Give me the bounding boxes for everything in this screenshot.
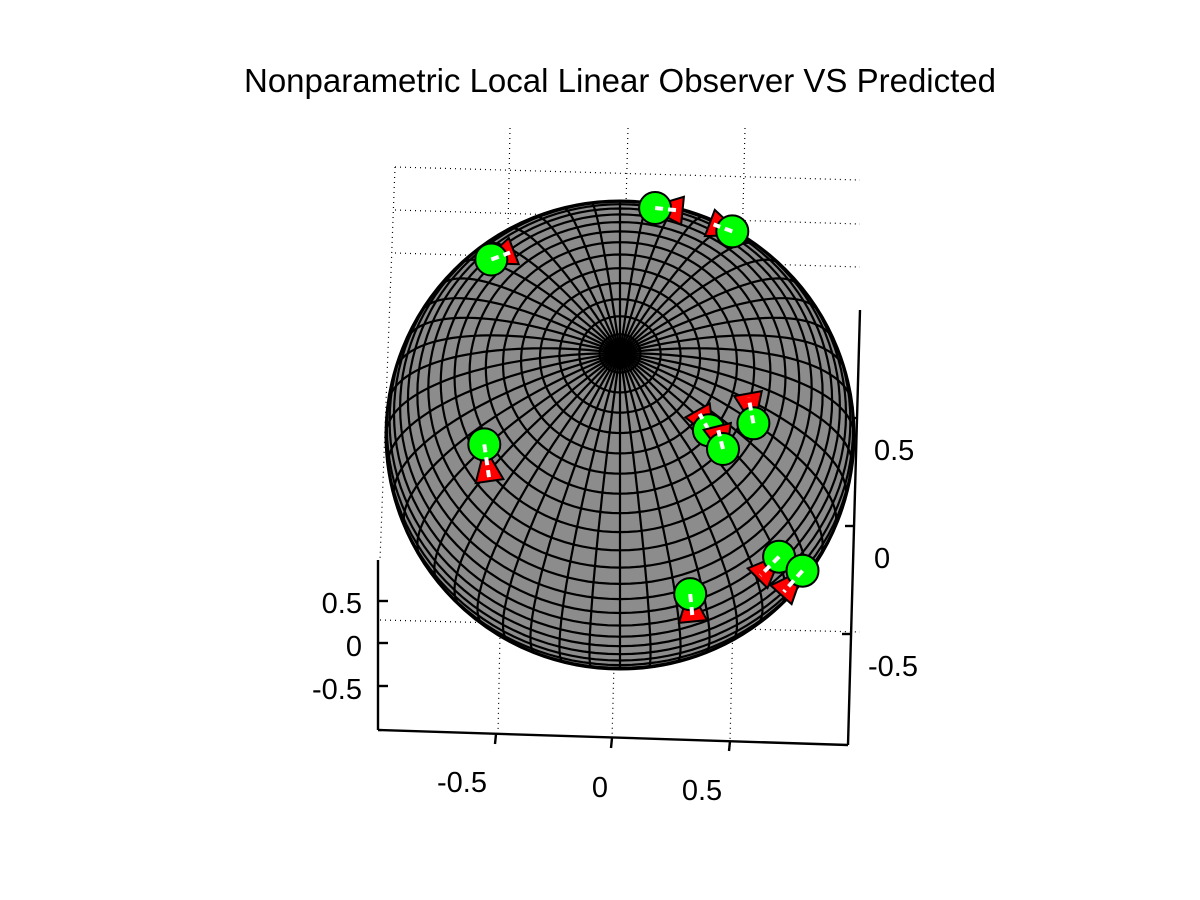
x-tick-label: 0.5 bbox=[682, 775, 722, 807]
meridian-line bbox=[619, 352, 739, 641]
meridian-line bbox=[453, 352, 621, 606]
meridian-line bbox=[619, 352, 854, 467]
tick-mark bbox=[609, 737, 614, 749]
parallel-line bbox=[558, 298, 682, 414]
meridian-line bbox=[387, 347, 621, 401]
meridian-line bbox=[619, 352, 764, 626]
meridian-line bbox=[386, 352, 621, 467]
meridian-line bbox=[501, 352, 621, 641]
tick-labels: -0.5 0 0.5 0.5 0 -0.5 0.5 0 -0.5 bbox=[312, 435, 918, 807]
tick-mark bbox=[493, 733, 498, 745]
y-tick-label: 0 bbox=[874, 543, 890, 575]
back-grid-line bbox=[379, 166, 396, 561]
parallel-line bbox=[538, 281, 702, 435]
meridian-line bbox=[619, 352, 838, 530]
parallel-line bbox=[501, 253, 739, 475]
error-connector bbox=[490, 250, 511, 262]
y-tick-label: -0.5 bbox=[868, 651, 918, 683]
x-axis-line bbox=[377, 728, 849, 747]
meridian-line bbox=[439, 277, 621, 354]
parallel-line bbox=[453, 220, 787, 534]
parallel-line bbox=[468, 230, 772, 515]
x-tick-label: 0 bbox=[592, 772, 608, 804]
axes bbox=[376, 309, 862, 752]
error-connector bbox=[697, 412, 711, 432]
y-axis-line bbox=[846, 309, 862, 746]
error-connector bbox=[482, 444, 491, 478]
parallel-line bbox=[578, 315, 662, 394]
z-tick-label: 0 bbox=[346, 631, 362, 663]
parallel-line bbox=[484, 241, 756, 495]
meridian-line bbox=[392, 352, 621, 498]
meridian-line bbox=[619, 347, 853, 401]
meridian-line bbox=[619, 258, 780, 354]
tick-mark bbox=[727, 740, 732, 752]
data-points bbox=[467, 191, 820, 625]
error-connector bbox=[688, 593, 695, 618]
parallel-line bbox=[385, 434, 856, 656]
error-connector bbox=[758, 555, 781, 577]
z-tick-label: -0.5 bbox=[312, 674, 362, 706]
sphere-mesh bbox=[384, 200, 856, 671]
chart-title: Nonparametric Local Linear Observer VS P… bbox=[244, 62, 996, 99]
x-tick-label: -0.5 bbox=[437, 767, 487, 799]
parallel-line bbox=[598, 333, 642, 374]
meridian-line bbox=[619, 277, 801, 354]
error-connector bbox=[712, 222, 734, 234]
meridian-line bbox=[590, 202, 622, 354]
error-connector bbox=[746, 397, 756, 424]
parallel-line bbox=[519, 267, 720, 455]
error-connector bbox=[716, 429, 725, 450]
meridian-line bbox=[619, 352, 848, 498]
meridian-line bbox=[476, 352, 621, 626]
meridian-line bbox=[402, 352, 621, 530]
z-tick-label: 0.5 bbox=[322, 588, 362, 620]
y-tick-label: 0.5 bbox=[874, 435, 914, 467]
error-connector bbox=[782, 569, 804, 594]
error-connector bbox=[654, 206, 679, 213]
sphere-outline bbox=[384, 199, 856, 671]
